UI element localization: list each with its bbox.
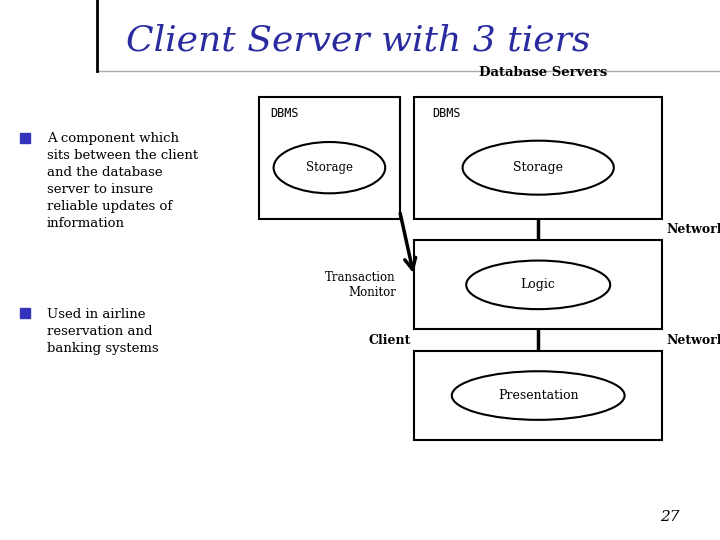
Text: Network: Network [666, 334, 720, 347]
Text: Storage: Storage [306, 161, 353, 174]
Text: Database Servers: Database Servers [480, 66, 608, 79]
Ellipse shape [452, 372, 624, 420]
Text: 27: 27 [660, 510, 680, 524]
Text: Network: Network [666, 223, 720, 236]
Text: Transaction
Monitor: Transaction Monitor [325, 271, 396, 299]
Text: Storage: Storage [513, 161, 563, 174]
Ellipse shape [462, 140, 613, 195]
Ellipse shape [274, 142, 385, 193]
Bar [414, 240, 662, 329]
Text: Client: Client [368, 334, 410, 347]
Ellipse shape [467, 260, 610, 309]
Bar [414, 351, 662, 440]
Text: DBMS: DBMS [432, 107, 461, 120]
Text: Client Server with 3 tiers: Client Server with 3 tiers [126, 24, 590, 57]
Text: DBMS: DBMS [270, 107, 299, 120]
Text: A component which
sits between the client
and the database
server to insure
reli: A component which sits between the clien… [47, 132, 198, 230]
Bar [414, 97, 662, 219]
Text: Logic: Logic [521, 278, 556, 292]
Text: Presentation: Presentation [498, 389, 578, 402]
Text: Used in airline
reservation and
banking systems: Used in airline reservation and banking … [47, 308, 158, 355]
Bar [259, 97, 400, 219]
